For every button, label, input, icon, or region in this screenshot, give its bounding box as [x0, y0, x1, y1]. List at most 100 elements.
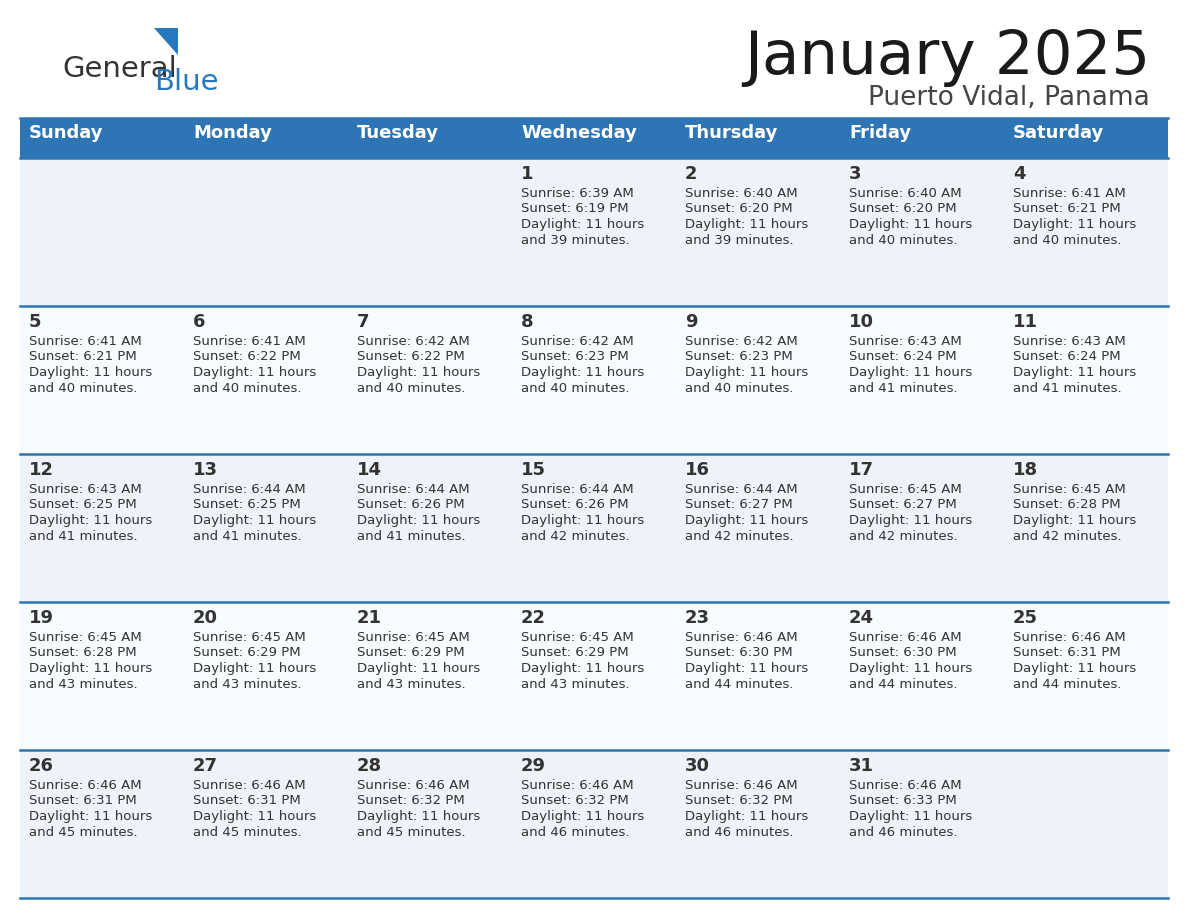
Text: Sunrise: 6:46 AM: Sunrise: 6:46 AM — [685, 631, 797, 644]
Text: Daylight: 11 hours: Daylight: 11 hours — [358, 810, 480, 823]
Text: Daylight: 11 hours: Daylight: 11 hours — [849, 810, 972, 823]
Text: and 45 minutes.: and 45 minutes. — [358, 825, 466, 838]
Text: and 40 minutes.: and 40 minutes. — [1013, 233, 1121, 247]
Text: Sunset: 6:26 PM: Sunset: 6:26 PM — [358, 498, 465, 511]
Text: and 41 minutes.: and 41 minutes. — [192, 530, 302, 543]
Text: and 41 minutes.: and 41 minutes. — [29, 530, 138, 543]
Text: Sunrise: 6:44 AM: Sunrise: 6:44 AM — [358, 483, 469, 496]
Text: 23: 23 — [685, 609, 710, 627]
Text: 31: 31 — [849, 757, 874, 775]
Text: Sunrise: 6:41 AM: Sunrise: 6:41 AM — [1013, 187, 1126, 200]
Text: Daylight: 11 hours: Daylight: 11 hours — [192, 366, 316, 379]
Bar — [20, 750, 1168, 898]
Text: Sunrise: 6:46 AM: Sunrise: 6:46 AM — [849, 779, 961, 792]
Text: 29: 29 — [522, 757, 546, 775]
Text: 5: 5 — [29, 313, 42, 331]
Text: Sunrise: 6:45 AM: Sunrise: 6:45 AM — [522, 631, 633, 644]
Text: Sunset: 6:25 PM: Sunset: 6:25 PM — [29, 498, 137, 511]
Text: Sunset: 6:31 PM: Sunset: 6:31 PM — [29, 794, 137, 808]
Text: Sunrise: 6:42 AM: Sunrise: 6:42 AM — [358, 335, 469, 348]
Text: 19: 19 — [29, 609, 53, 627]
Text: 27: 27 — [192, 757, 219, 775]
Text: Daylight: 11 hours: Daylight: 11 hours — [849, 366, 972, 379]
Text: 4: 4 — [1013, 165, 1025, 183]
Text: Sunset: 6:24 PM: Sunset: 6:24 PM — [1013, 351, 1120, 364]
Text: Sunset: 6:27 PM: Sunset: 6:27 PM — [849, 498, 956, 511]
Text: Daylight: 11 hours: Daylight: 11 hours — [522, 810, 644, 823]
Bar — [184, 118, 348, 158]
Text: 1: 1 — [522, 165, 533, 183]
Bar — [1004, 118, 1168, 158]
Text: 2: 2 — [685, 165, 697, 183]
Bar — [840, 118, 1004, 158]
Text: Sunrise: 6:44 AM: Sunrise: 6:44 AM — [192, 483, 305, 496]
Text: Sunset: 6:28 PM: Sunset: 6:28 PM — [1013, 498, 1120, 511]
Text: 26: 26 — [29, 757, 53, 775]
Text: Daylight: 11 hours: Daylight: 11 hours — [29, 514, 152, 527]
Text: and 46 minutes.: and 46 minutes. — [849, 825, 958, 838]
Text: and 42 minutes.: and 42 minutes. — [522, 530, 630, 543]
Text: Daylight: 11 hours: Daylight: 11 hours — [192, 514, 316, 527]
Text: 21: 21 — [358, 609, 383, 627]
Bar — [20, 158, 1168, 306]
Text: 11: 11 — [1013, 313, 1038, 331]
Text: and 40 minutes.: and 40 minutes. — [358, 382, 466, 395]
Bar — [512, 118, 676, 158]
Text: Daylight: 11 hours: Daylight: 11 hours — [358, 514, 480, 527]
Text: Sunset: 6:21 PM: Sunset: 6:21 PM — [29, 351, 137, 364]
Text: 8: 8 — [522, 313, 533, 331]
Text: Sunset: 6:19 PM: Sunset: 6:19 PM — [522, 203, 628, 216]
Text: Saturday: Saturday — [1013, 124, 1105, 142]
Text: Tuesday: Tuesday — [358, 124, 440, 142]
Text: Sunrise: 6:46 AM: Sunrise: 6:46 AM — [685, 779, 797, 792]
Text: 22: 22 — [522, 609, 546, 627]
Text: Daylight: 11 hours: Daylight: 11 hours — [685, 662, 808, 675]
Text: 12: 12 — [29, 461, 53, 479]
Text: Sunset: 6:28 PM: Sunset: 6:28 PM — [29, 646, 137, 659]
Text: Sunrise: 6:46 AM: Sunrise: 6:46 AM — [358, 779, 469, 792]
Text: 28: 28 — [358, 757, 383, 775]
Text: Sunset: 6:33 PM: Sunset: 6:33 PM — [849, 794, 956, 808]
Text: Daylight: 11 hours: Daylight: 11 hours — [192, 662, 316, 675]
Text: Daylight: 11 hours: Daylight: 11 hours — [685, 218, 808, 231]
Text: Daylight: 11 hours: Daylight: 11 hours — [358, 366, 480, 379]
Text: 18: 18 — [1013, 461, 1038, 479]
Text: Sunset: 6:30 PM: Sunset: 6:30 PM — [849, 646, 956, 659]
Text: and 43 minutes.: and 43 minutes. — [29, 677, 138, 690]
Text: Sunset: 6:22 PM: Sunset: 6:22 PM — [358, 351, 465, 364]
Text: Sunrise: 6:46 AM: Sunrise: 6:46 AM — [192, 779, 305, 792]
Text: January 2025: January 2025 — [744, 28, 1150, 87]
Text: and 40 minutes.: and 40 minutes. — [849, 233, 958, 247]
Text: Sunset: 6:27 PM: Sunset: 6:27 PM — [685, 498, 792, 511]
Text: and 40 minutes.: and 40 minutes. — [685, 382, 794, 395]
Text: Sunrise: 6:39 AM: Sunrise: 6:39 AM — [522, 187, 633, 200]
Text: Sunrise: 6:41 AM: Sunrise: 6:41 AM — [29, 335, 141, 348]
Text: Sunrise: 6:40 AM: Sunrise: 6:40 AM — [849, 187, 961, 200]
Text: Sunrise: 6:45 AM: Sunrise: 6:45 AM — [358, 631, 469, 644]
Polygon shape — [154, 28, 178, 55]
Text: 6: 6 — [192, 313, 206, 331]
Text: and 39 minutes.: and 39 minutes. — [685, 233, 794, 247]
Text: 30: 30 — [685, 757, 710, 775]
Bar — [676, 118, 840, 158]
Text: and 41 minutes.: and 41 minutes. — [358, 530, 466, 543]
Text: 9: 9 — [685, 313, 697, 331]
Text: and 42 minutes.: and 42 minutes. — [685, 530, 794, 543]
Text: Wednesday: Wednesday — [522, 124, 637, 142]
Text: General: General — [62, 55, 177, 83]
Text: Sunrise: 6:45 AM: Sunrise: 6:45 AM — [29, 631, 141, 644]
Text: Sunrise: 6:46 AM: Sunrise: 6:46 AM — [849, 631, 961, 644]
Text: Daylight: 11 hours: Daylight: 11 hours — [685, 366, 808, 379]
Text: 24: 24 — [849, 609, 874, 627]
Text: and 40 minutes.: and 40 minutes. — [522, 382, 630, 395]
Text: and 44 minutes.: and 44 minutes. — [1013, 677, 1121, 690]
Text: Daylight: 11 hours: Daylight: 11 hours — [1013, 218, 1136, 231]
Text: Sunset: 6:23 PM: Sunset: 6:23 PM — [685, 351, 792, 364]
Text: and 45 minutes.: and 45 minutes. — [192, 825, 302, 838]
Bar — [20, 118, 184, 158]
Text: Sunrise: 6:42 AM: Sunrise: 6:42 AM — [522, 335, 633, 348]
Text: and 44 minutes.: and 44 minutes. — [685, 677, 794, 690]
Text: Daylight: 11 hours: Daylight: 11 hours — [522, 366, 644, 379]
Text: Daylight: 11 hours: Daylight: 11 hours — [685, 514, 808, 527]
Text: Daylight: 11 hours: Daylight: 11 hours — [849, 514, 972, 527]
